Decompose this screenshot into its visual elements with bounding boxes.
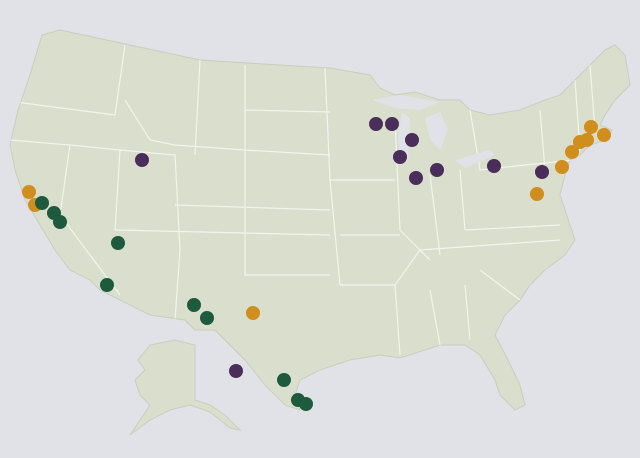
location-marker	[430, 163, 444, 177]
location-marker	[187, 298, 201, 312]
location-marker	[530, 187, 544, 201]
location-marker	[584, 120, 598, 134]
land	[9, 29, 631, 411]
location-marker	[246, 306, 260, 320]
location-marker	[200, 311, 214, 325]
location-marker	[580, 133, 594, 147]
great-lakes	[372, 95, 495, 168]
location-marker	[487, 159, 501, 173]
location-marker	[393, 150, 407, 164]
location-marker	[409, 171, 423, 185]
location-marker	[369, 117, 383, 131]
location-marker	[597, 128, 611, 142]
state-borders	[10, 44, 596, 356]
location-marker	[229, 364, 243, 378]
location-marker	[100, 278, 114, 292]
location-marker	[22, 185, 36, 199]
location-marker	[53, 215, 67, 229]
location-marker	[111, 236, 125, 250]
state-border	[10, 44, 596, 356]
markers	[22, 117, 611, 411]
location-marker	[565, 145, 579, 159]
location-marker	[385, 117, 399, 131]
location-marker	[555, 160, 569, 174]
location-marker	[135, 153, 149, 167]
location-marker	[299, 397, 313, 411]
location-marker	[277, 373, 291, 387]
location-marker	[35, 196, 49, 210]
contiguous-us	[9, 29, 631, 411]
alaska	[129, 339, 242, 436]
location-marker	[535, 165, 549, 179]
location-marker	[405, 133, 419, 147]
